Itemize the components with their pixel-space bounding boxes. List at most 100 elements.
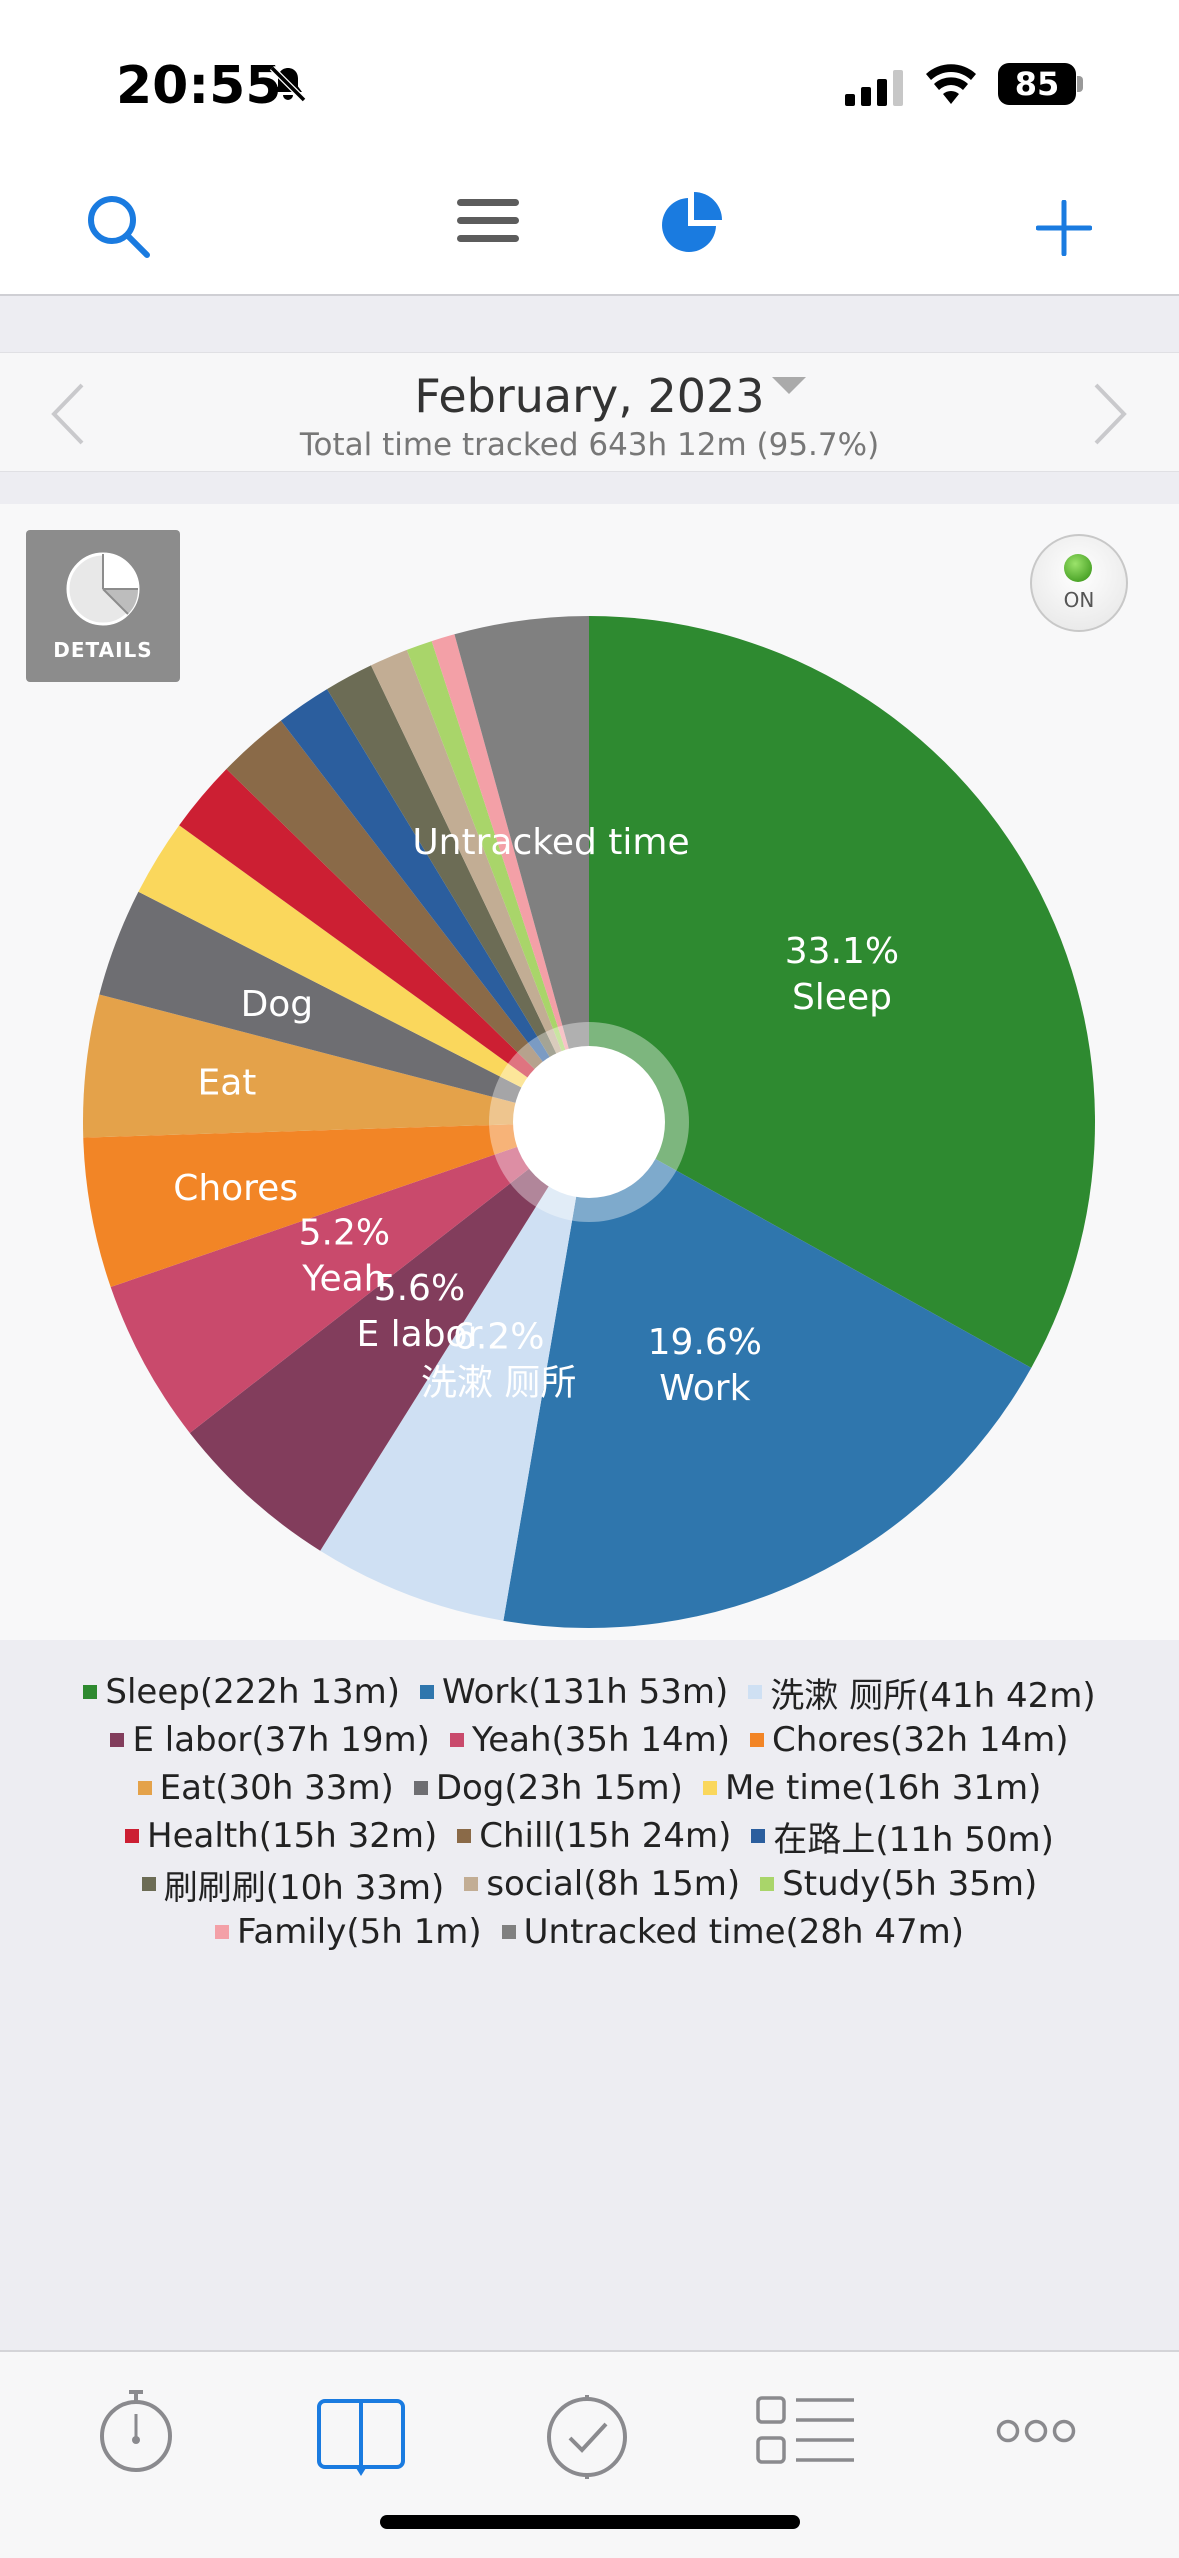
legend-row: 刷刷刷(10h 33m) social(8h 15m) Study(5h 35m) bbox=[0, 1860, 1179, 1908]
pie-slice-dog[interactable] bbox=[99, 891, 589, 1122]
pie-slice-yeah[interactable] bbox=[110, 1122, 590, 1433]
checkmark-clock-icon[interactable] bbox=[544, 2390, 630, 2480]
legend-label: Dog(23h 15m) bbox=[435, 1768, 683, 1808]
legend-item[interactable]: 洗漱 厕所(41h 42m) bbox=[748, 1668, 1096, 1717]
legend-label: Untracked time(28h 47m) bbox=[523, 1912, 965, 1952]
slice-name-label: E labor bbox=[356, 1314, 482, 1355]
legend-label: Study(5h 35m) bbox=[782, 1864, 1038, 1904]
book-icon[interactable] bbox=[316, 2396, 406, 2476]
pie-slice-eat[interactable] bbox=[83, 994, 590, 1138]
legend-item[interactable]: Me time(16h 31m) bbox=[702, 1768, 1042, 1808]
pie-slice-health[interactable] bbox=[179, 769, 590, 1122]
legend-item[interactable]: Yeah(35h 14m) bbox=[449, 1720, 730, 1760]
slice-name-label: Untracked time bbox=[412, 822, 689, 863]
legend-label: Chill(15h 24m) bbox=[479, 1816, 732, 1856]
month-header: February, 2023 Total time tracked 643h 1… bbox=[0, 352, 1179, 472]
pie-slice-me-time[interactable] bbox=[138, 825, 589, 1122]
legend-label: Health(15h 32m) bbox=[147, 1816, 438, 1856]
legend-label: Chores(32h 14m) bbox=[772, 1720, 1069, 1760]
legend-swatch bbox=[501, 1925, 516, 1939]
pie-slice-sleep[interactable] bbox=[589, 616, 1096, 1368]
slice-name-label: Eat bbox=[198, 1062, 257, 1103]
legend-item[interactable]: 在路上(11h 50m) bbox=[751, 1812, 1054, 1861]
stopwatch-icon[interactable] bbox=[96, 2388, 176, 2474]
pie-slice-item-2[interactable] bbox=[320, 1122, 589, 1621]
legend-item[interactable]: social(8h 15m) bbox=[464, 1864, 740, 1904]
legend-item[interactable]: Sleep(222h 13m) bbox=[83, 1672, 400, 1712]
details-button[interactable]: DETAILS bbox=[26, 530, 180, 682]
slice-percent-label: 6.2% bbox=[453, 1316, 544, 1357]
pie-slice-e-labor[interactable] bbox=[189, 1122, 589, 1551]
legend-item[interactable]: Family(5h 1m) bbox=[214, 1912, 482, 1952]
battery-indicator: 85 bbox=[998, 63, 1076, 105]
legend-item[interactable]: Dog(23h 15m) bbox=[413, 1768, 683, 1808]
legend-label: Eat(30h 33m) bbox=[159, 1768, 394, 1808]
pie-slice-chill[interactable] bbox=[226, 720, 590, 1122]
cellular-signal-icon bbox=[845, 70, 903, 106]
legend-label: Me time(16h 31m) bbox=[724, 1768, 1042, 1808]
legend-item[interactable]: Chores(32h 14m) bbox=[750, 1720, 1069, 1760]
slice-percent-label: 5.6% bbox=[374, 1268, 465, 1309]
legend-swatch bbox=[137, 1781, 152, 1795]
slice-name-label: Dog bbox=[241, 984, 314, 1025]
wifi-icon bbox=[926, 64, 976, 104]
legend-swatch bbox=[125, 1829, 140, 1843]
legend-label: Work(131h 53m) bbox=[442, 1672, 729, 1712]
legend-item[interactable]: Health(15h 32m) bbox=[125, 1816, 437, 1856]
pie-slice-chores[interactable] bbox=[83, 1122, 589, 1288]
month-dropdown-caret-icon[interactable] bbox=[772, 377, 806, 394]
pie-slice-untracked-time[interactable] bbox=[454, 616, 589, 1122]
pie-chart-icon[interactable] bbox=[658, 190, 724, 256]
pie-slice-item-11[interactable] bbox=[280, 689, 589, 1122]
legend-item[interactable]: E labor(37h 19m) bbox=[110, 1720, 430, 1760]
legend-item[interactable]: Work(131h 53m) bbox=[420, 1672, 728, 1712]
legend-swatch bbox=[141, 1877, 156, 1891]
legend-swatch bbox=[748, 1685, 763, 1699]
legend-item[interactable]: Chill(15h 24m) bbox=[457, 1816, 731, 1856]
list-icon[interactable] bbox=[756, 2394, 856, 2470]
chart-panel: 33.1% Sleep 19.6% Work 6.2% 洗漱 厕所 5.6% E labor 5… bbox=[0, 504, 1179, 1640]
pie-slice-study[interactable] bbox=[406, 641, 589, 1122]
legend-label: 在路上(11h 50m) bbox=[773, 1819, 1054, 1860]
more-icon[interactable] bbox=[996, 2416, 1076, 2446]
muted-bell-icon bbox=[269, 65, 307, 103]
slice-name-label: 洗漱 厕所 bbox=[421, 1362, 576, 1403]
legend-swatch bbox=[750, 1733, 765, 1747]
chevron-right-icon[interactable] bbox=[1090, 381, 1130, 447]
search-icon[interactable] bbox=[84, 192, 154, 262]
legend-item[interactable]: Eat(30h 33m) bbox=[137, 1768, 394, 1808]
legend-item[interactable]: 刷刷刷(10h 33m) bbox=[141, 1860, 444, 1909]
slice-name-label: Chores bbox=[173, 1168, 298, 1209]
legend-row: E labor(37h 19m) Yeah(35h 14m) Chores(32h … bbox=[0, 1716, 1179, 1764]
pie-chart[interactable]: 33.1% Sleep 19.6% Work 6.2% 洗漱 厕所 5.6% E labor 5… bbox=[0, 504, 1179, 1640]
legend-swatch bbox=[457, 1829, 472, 1843]
legend-swatch bbox=[214, 1925, 229, 1939]
legend-swatch bbox=[760, 1877, 775, 1891]
legend-item[interactable]: Untracked time(28h 47m) bbox=[501, 1912, 965, 1952]
battery-tip bbox=[1077, 76, 1083, 92]
pie-slice-family[interactable] bbox=[431, 634, 589, 1122]
on-toggle-button[interactable]: ON bbox=[1030, 534, 1128, 632]
legend-label: 洗漱 厕所(41h 42m) bbox=[770, 1675, 1096, 1716]
pie-slice-social[interactable] bbox=[370, 649, 589, 1122]
status-bar: 20:55 85 bbox=[0, 0, 1179, 160]
legend-label: E labor(37h 19m) bbox=[132, 1720, 430, 1760]
pie-slice-work[interactable] bbox=[503, 1122, 1032, 1628]
menu-icon[interactable] bbox=[455, 196, 521, 246]
status-time: 20:55 bbox=[116, 56, 282, 116]
slice-name-label: Work bbox=[659, 1368, 750, 1409]
pie-slice-item-12[interactable] bbox=[327, 665, 589, 1122]
legend-label: Sleep(222h 13m) bbox=[105, 1672, 400, 1712]
legend-swatch bbox=[110, 1733, 125, 1747]
legend-swatch bbox=[83, 1685, 98, 1699]
total-time-tracked: Total time tracked 643h 12m (95.7%) bbox=[299, 427, 880, 463]
add-icon[interactable] bbox=[1036, 200, 1092, 256]
legend-swatch bbox=[464, 1877, 479, 1891]
slice-percent-label: 33.1% bbox=[785, 931, 899, 972]
legend-item[interactable]: Study(5h 35m) bbox=[760, 1864, 1037, 1904]
month-title[interactable]: February, 2023 bbox=[414, 369, 765, 423]
slice-name-label: Sleep bbox=[792, 977, 892, 1018]
on-toggle-label: ON bbox=[1063, 588, 1095, 612]
chevron-left-icon[interactable] bbox=[48, 381, 88, 447]
slice-percent-label: 5.2% bbox=[299, 1213, 390, 1254]
